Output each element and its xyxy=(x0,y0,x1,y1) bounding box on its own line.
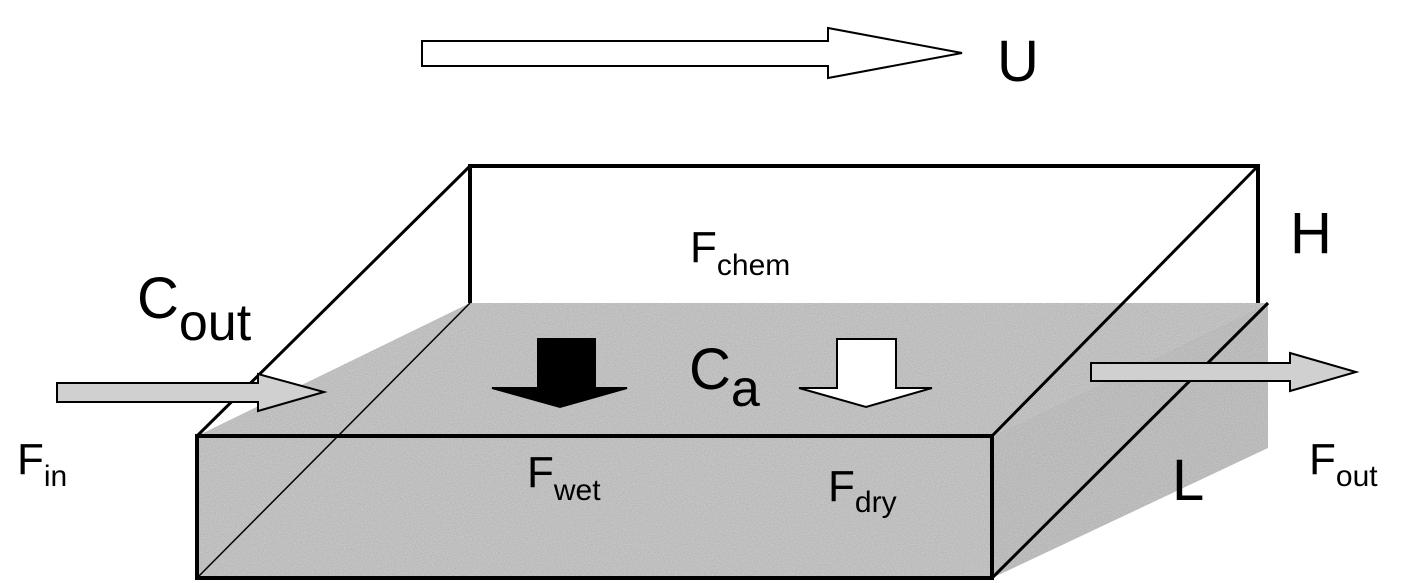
length-label: L xyxy=(1172,448,1204,513)
f-out-label: Fout xyxy=(1309,435,1378,493)
box-back-wall xyxy=(468,164,1260,303)
velocity-label: U xyxy=(997,29,1039,94)
f-chem-label: Fchem xyxy=(690,223,790,282)
wind-arrow xyxy=(421,26,963,80)
c-a-label: Ca xyxy=(689,337,760,418)
box-bottom-right-diagonal xyxy=(990,301,1270,580)
f-in-label: Fin xyxy=(17,435,67,493)
outflow-arrow xyxy=(1090,351,1360,393)
f-dry-label: Fdry xyxy=(828,462,897,519)
c-out-label: Cout xyxy=(137,266,252,352)
height-label: H xyxy=(1290,201,1332,266)
dry-deposition-arrow xyxy=(798,338,933,409)
wet-deposition-arrow xyxy=(491,338,628,409)
f-wet-label: Fwet xyxy=(527,448,601,507)
box-front-face xyxy=(195,434,994,580)
box-top-right-diagonal xyxy=(990,164,1260,438)
inflow-arrow xyxy=(56,372,328,413)
box-bottom-left-diagonal xyxy=(196,302,471,579)
ground-grain xyxy=(197,303,1268,578)
